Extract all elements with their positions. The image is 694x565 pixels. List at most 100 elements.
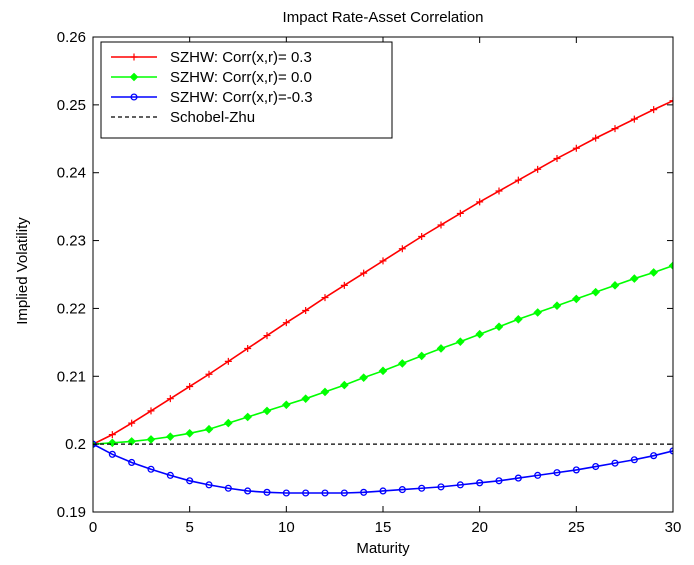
data-point bbox=[610, 281, 620, 290]
data-point bbox=[534, 471, 542, 479]
data-point bbox=[205, 481, 213, 489]
data-point bbox=[166, 432, 175, 441]
y-tick-label: 0.26 bbox=[57, 29, 86, 46]
x-tick-label: 15 bbox=[375, 519, 392, 536]
data-point bbox=[398, 245, 406, 253]
x-tick-label: 30 bbox=[665, 519, 682, 536]
data-point bbox=[669, 97, 673, 105]
data-point bbox=[476, 479, 484, 487]
y-tick-label: 0.23 bbox=[57, 233, 86, 250]
data-point bbox=[282, 489, 290, 497]
data-point bbox=[204, 424, 214, 434]
x-tick-label: 25 bbox=[568, 519, 585, 536]
data-point bbox=[224, 484, 232, 492]
data-point bbox=[128, 458, 136, 467]
y-tick-label: 0.25 bbox=[57, 97, 86, 114]
data-point bbox=[456, 337, 465, 346]
data-point bbox=[340, 281, 348, 289]
y-tick-label: 0.19 bbox=[57, 504, 86, 521]
data-point bbox=[495, 187, 503, 195]
legend-label: SZHW: Corr(x,r)= 0.0 bbox=[170, 69, 312, 86]
series-2 bbox=[93, 261, 673, 449]
data-point bbox=[360, 488, 368, 496]
data-point bbox=[185, 428, 194, 438]
data-point bbox=[186, 382, 194, 390]
data-point bbox=[243, 412, 252, 422]
data-point bbox=[360, 269, 368, 277]
data-point bbox=[320, 387, 330, 397]
plot-area bbox=[93, 97, 673, 497]
data-point bbox=[611, 459, 619, 467]
y-tick-label: 0.22 bbox=[57, 300, 86, 317]
legend-label: SZHW: Corr(x,r)= 0.3 bbox=[170, 49, 312, 66]
legend-marker bbox=[129, 72, 139, 82]
data-point bbox=[224, 357, 232, 365]
data-point bbox=[379, 487, 387, 495]
data-point bbox=[147, 465, 155, 473]
legend-item: SZHW: Corr(x,r)= 0.0 bbox=[111, 69, 312, 86]
data-point bbox=[456, 209, 464, 217]
data-point bbox=[378, 366, 388, 376]
data-point bbox=[630, 456, 638, 464]
data-point bbox=[437, 483, 445, 491]
data-point bbox=[263, 488, 271, 496]
data-point bbox=[649, 268, 658, 277]
data-point bbox=[591, 287, 600, 297]
data-point bbox=[340, 489, 348, 497]
data-point bbox=[146, 435, 156, 444]
data-point bbox=[436, 344, 446, 353]
legend-marker bbox=[130, 93, 138, 101]
legend-item: Schobel-Zhu bbox=[111, 109, 255, 126]
series-group bbox=[93, 97, 673, 497]
legend-label: Schobel-Zhu bbox=[170, 109, 255, 126]
series-line bbox=[93, 443, 673, 494]
y-axis-label: Implied Volatility bbox=[14, 217, 31, 325]
data-point bbox=[398, 359, 407, 368]
data-point bbox=[418, 233, 426, 240]
data-point bbox=[456, 481, 464, 489]
data-point bbox=[282, 319, 290, 327]
data-point bbox=[224, 418, 233, 428]
data-point bbox=[514, 474, 522, 482]
legend-marker bbox=[130, 53, 138, 61]
data-point bbox=[302, 306, 310, 314]
data-point bbox=[321, 489, 329, 497]
data-point bbox=[127, 437, 136, 446]
axes: 0 5 10 15 20 25 30 0.19 0.2 0.21 0.22 0.23 0.24 0.25 0… bbox=[57, 29, 682, 536]
x-tick-label: 0 bbox=[89, 519, 97, 536]
data-point bbox=[630, 274, 639, 283]
legend-label: SZHW: Corr(x,r)=-0.3 bbox=[170, 89, 313, 106]
data-point bbox=[108, 450, 116, 458]
legend: SZHW: Corr(x,r)= 0.3 SZHW: Corr(x,r)= 0.0… bbox=[100, 41, 393, 139]
data-point bbox=[572, 466, 580, 474]
legend-item: SZHW: Corr(x,r)= 0.3 bbox=[111, 49, 312, 66]
data-point bbox=[475, 329, 484, 339]
data-point bbox=[495, 477, 503, 485]
data-point bbox=[476, 198, 484, 206]
y-tick-label: 0.24 bbox=[57, 165, 86, 182]
series-line bbox=[93, 264, 673, 445]
series-3 bbox=[93, 440, 673, 497]
data-point bbox=[321, 294, 329, 302]
data-point bbox=[302, 489, 310, 497]
data-point bbox=[630, 115, 638, 123]
data-point bbox=[650, 106, 658, 114]
x-tick-label: 5 bbox=[185, 519, 193, 536]
data-point bbox=[128, 419, 136, 427]
data-point bbox=[263, 332, 271, 340]
data-point bbox=[533, 308, 542, 317]
data-point bbox=[205, 370, 213, 378]
data-point bbox=[186, 477, 194, 485]
series-1 bbox=[93, 97, 673, 448]
data-point bbox=[398, 486, 406, 494]
data-point bbox=[534, 165, 542, 173]
legend-box bbox=[100, 41, 393, 139]
data-point bbox=[650, 452, 658, 460]
data-point bbox=[514, 314, 523, 324]
data-point bbox=[340, 380, 349, 390]
data-point bbox=[244, 487, 252, 495]
data-point bbox=[108, 438, 117, 448]
data-point bbox=[379, 257, 387, 265]
